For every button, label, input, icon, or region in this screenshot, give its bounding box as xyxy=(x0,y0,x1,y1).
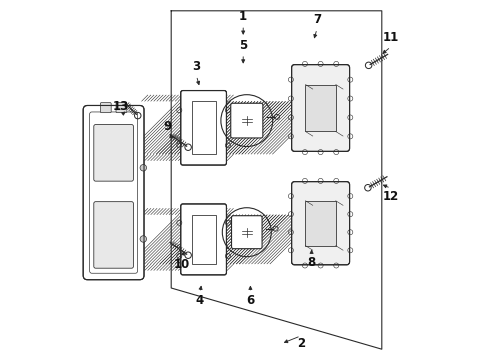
Text: 8: 8 xyxy=(308,256,316,269)
Text: 1: 1 xyxy=(239,10,247,23)
FancyBboxPatch shape xyxy=(94,125,133,181)
Text: 5: 5 xyxy=(239,39,247,51)
Text: 3: 3 xyxy=(193,60,200,73)
Text: 9: 9 xyxy=(164,120,171,132)
FancyBboxPatch shape xyxy=(181,91,226,165)
FancyBboxPatch shape xyxy=(232,216,262,249)
FancyBboxPatch shape xyxy=(292,65,349,152)
Text: 11: 11 xyxy=(383,31,399,44)
FancyBboxPatch shape xyxy=(292,182,349,265)
Text: 2: 2 xyxy=(297,337,305,350)
Bar xyxy=(192,215,216,264)
Text: 7: 7 xyxy=(313,13,321,26)
FancyBboxPatch shape xyxy=(181,204,226,275)
Bar xyxy=(305,85,336,131)
Text: 10: 10 xyxy=(174,258,190,271)
Text: 6: 6 xyxy=(246,294,254,307)
Circle shape xyxy=(140,236,147,242)
Bar xyxy=(305,201,336,246)
Text: 4: 4 xyxy=(196,294,204,307)
FancyBboxPatch shape xyxy=(231,103,263,138)
FancyBboxPatch shape xyxy=(83,105,144,280)
Circle shape xyxy=(140,165,147,171)
FancyBboxPatch shape xyxy=(94,202,133,268)
Text: 12: 12 xyxy=(383,190,399,203)
Bar xyxy=(192,102,216,154)
FancyBboxPatch shape xyxy=(100,103,111,113)
Text: 13: 13 xyxy=(113,100,129,113)
FancyBboxPatch shape xyxy=(116,103,127,113)
